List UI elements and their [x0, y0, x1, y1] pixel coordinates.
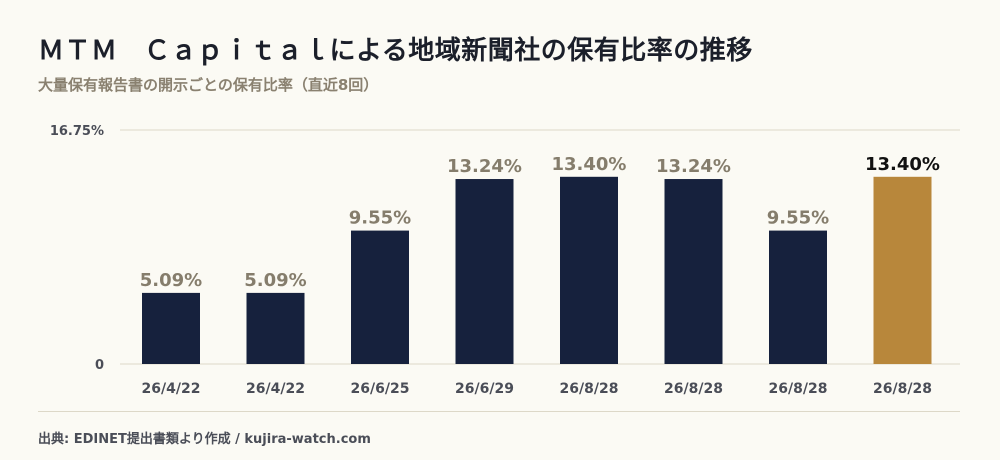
data-label: 5.09% [244, 270, 306, 291]
data-label: 9.55% [349, 208, 411, 229]
x-tick-label: 26/8/28 [664, 381, 723, 397]
data-label: 13.40% [865, 154, 940, 175]
bar [873, 176, 932, 364]
footer-divider [38, 411, 960, 412]
bar [351, 230, 409, 364]
data-label: 13.24% [447, 156, 522, 177]
x-tick-label: 26/8/28 [873, 381, 932, 397]
bar [142, 292, 200, 364]
bar [664, 179, 723, 364]
bar [455, 179, 514, 364]
chart-subtitle: 大量保有報告書の開示ごとの保有比率（直近8回） [38, 76, 379, 94]
bar [246, 292, 305, 364]
x-tick-label: 26/4/22 [246, 381, 305, 397]
bar [769, 230, 827, 364]
source-note: 出典: EDINET提出書類より作成 / kujira-watch.com [38, 432, 371, 447]
y-tick-label: 0 [95, 358, 104, 373]
chart-title: ＭＴＭ Ｃａｐｉｔａｌによる地域新聞社の保有比率の推移 [38, 36, 753, 66]
data-label: 9.55% [767, 208, 829, 229]
x-tick-label: 26/6/25 [351, 381, 410, 397]
x-tick-label: 26/4/22 [142, 381, 201, 397]
x-tick-label: 26/8/28 [560, 381, 619, 397]
data-label: 5.09% [140, 270, 202, 291]
data-label: 13.24% [656, 156, 731, 177]
bar [560, 176, 618, 364]
x-tick-label: 26/8/28 [769, 381, 828, 397]
x-tick-label: 26/6/29 [455, 381, 514, 397]
data-label: 13.40% [552, 154, 627, 175]
y-tick-label: 16.75% [50, 124, 104, 139]
